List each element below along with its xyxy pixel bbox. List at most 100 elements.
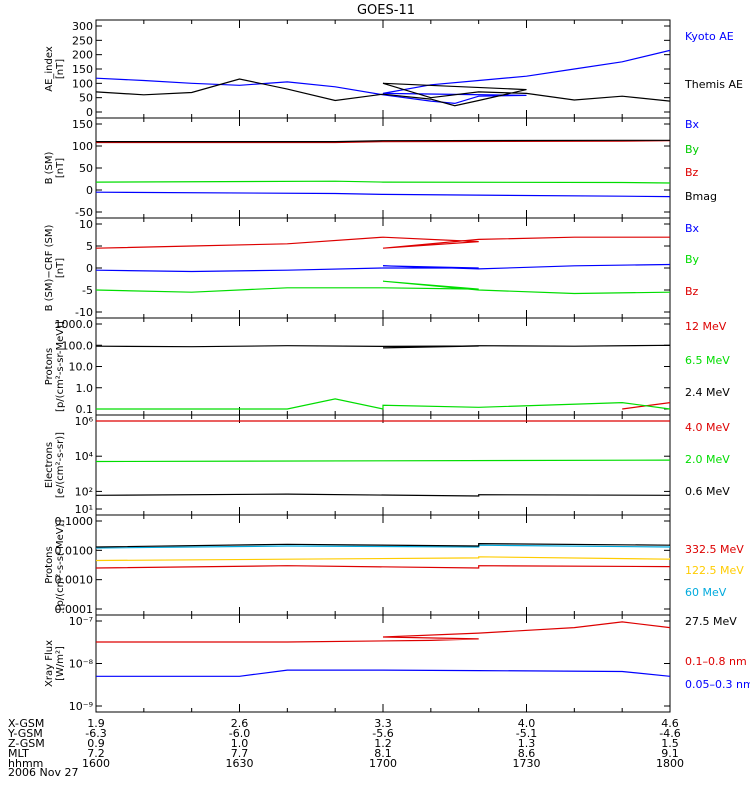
y-axis-label-unit: [nT]	[55, 158, 66, 178]
y-axis-label-line: Protons	[44, 348, 55, 385]
legend-label: 27.5 MeV	[685, 615, 737, 628]
legend-label: 122.5 MeV	[685, 564, 744, 577]
ephemeris-row-label: X-GSM	[8, 717, 44, 730]
series-line-27-5-mev	[96, 542, 670, 548]
y-tick-label: 10⁴	[75, 450, 94, 463]
series-line-bz	[96, 140, 670, 144]
panel-2: -50 0 50 100 150 B (SM)[nT] Bx By Bz Bmag	[44, 117, 717, 219]
y-tick-label: 10⁶	[75, 415, 94, 428]
panel-5: 10¹ 10² 10⁴ 10⁶ Electrons[e/(cm²-s-sr)] 4.0 M…	[44, 414, 730, 516]
y-tick-label: 1.0	[76, 382, 94, 395]
y-tick-label: 0	[86, 184, 93, 197]
y-tick-label: 10	[79, 218, 93, 231]
y-axis-label-unit: [e/(cm²-s-sr)]	[55, 432, 66, 498]
y-axis-label: Electrons[e/(cm²-s-sr)]	[44, 432, 66, 498]
y-tick-label: 10⁻⁷	[69, 615, 93, 628]
ephemeris-value: 1.3	[518, 737, 536, 750]
ephemeris-row-label: MLT	[8, 747, 29, 760]
legend-label: 0.1–0.8 nm	[685, 655, 747, 668]
y-tick-label: 100	[72, 140, 93, 153]
series-line-6-5-mev	[96, 398, 670, 410]
ephemeris-value: 7.2	[87, 747, 105, 760]
series-line-0-6-mev	[96, 493, 670, 497]
y-tick-label: 10⁻⁸	[69, 658, 94, 671]
series-line-122-5-mev	[96, 556, 670, 562]
ephemeris-value: 0.9	[87, 737, 105, 750]
series-line-bz	[96, 236, 670, 249]
panel-frame	[95, 19, 671, 119]
chart-title: GOES-11	[357, 3, 415, 18]
panel-6: 0.00010.00100.01000.1000Protons[p/(cm²-s…	[44, 514, 744, 628]
ephemeris-value: 1.9	[87, 717, 105, 730]
y-axis-label: Xray Flux[W/m²]	[44, 640, 66, 687]
y-tick-label: 250	[72, 34, 93, 47]
ephemeris-value: 1.2	[374, 737, 392, 750]
ephemeris-value: 4.6	[661, 717, 679, 730]
series-line-2-4-mev	[96, 344, 670, 349]
panel-frame	[95, 414, 671, 516]
series-line-by	[96, 180, 670, 184]
legend-label: 0.05–0.3 nm	[685, 678, 750, 691]
panel-frame	[95, 514, 671, 616]
y-tick-label: 5	[86, 240, 93, 253]
y-tick-label: 10¹	[75, 503, 93, 516]
series-line-kyoto-ae	[96, 34, 670, 105]
series-line-0-05-0-3-nm	[96, 669, 670, 677]
y-axis-label-line: B (SM)−CRF (SM)	[44, 224, 55, 311]
y-tick-label: 300	[72, 20, 93, 33]
y-tick-label: 100	[72, 77, 93, 90]
y-axis-label: B (SM)−CRF (SM)[nT]	[44, 224, 66, 311]
y-tick-label: -10	[75, 306, 93, 319]
legend-label: 4.0 MeV	[685, 421, 730, 434]
legend-label: Bx	[685, 222, 700, 235]
y-tick-label: 150	[72, 63, 93, 76]
y-tick-label: 10.0	[69, 361, 94, 374]
y-tick-label: -5	[82, 284, 93, 297]
y-tick-label: 150	[72, 118, 93, 131]
y-tick-label: -50	[75, 206, 93, 219]
ephemeris-value: 9.1	[661, 747, 679, 760]
y-tick-label: 100.0	[62, 339, 94, 352]
y-tick-label: 0.1	[76, 403, 94, 416]
ephemeris-value: -5.6	[372, 727, 393, 740]
ephemeris-value: -5.1	[516, 727, 537, 740]
legend-label: Bz	[685, 285, 699, 298]
y-axis-label-unit: [W/m²]	[55, 646, 66, 681]
legend-label: 6.5 MeV	[685, 354, 730, 367]
series-line-2-0-mev	[96, 459, 670, 463]
series-line-0-1-0-8-nm	[96, 621, 670, 643]
series-line-bx	[96, 191, 670, 198]
series-line-themis-ae	[96, 78, 670, 107]
y-axis-label-unit: [nT]	[55, 258, 66, 278]
legend-label: Themis AE	[684, 78, 743, 91]
ephemeris-row-label: hhmm	[8, 757, 43, 770]
ephemeris-value: -6.3	[85, 727, 106, 740]
ephemeris-value: 1700	[369, 757, 397, 770]
y-axis-label-line: Electrons	[44, 442, 55, 488]
ephemeris-value: 2.6	[231, 717, 249, 730]
y-tick-label: 1000.0	[55, 318, 94, 331]
legend-label: Bz	[685, 166, 699, 179]
y-tick-label: 50	[79, 162, 93, 175]
y-axis-label: Protons[p/(cm²-s-sr-MeV)]	[44, 321, 66, 412]
ephemeris-value: 8.6	[518, 747, 536, 760]
legend-label: 12 MeV	[685, 320, 727, 333]
y-axis-label-line: Protons	[44, 546, 55, 583]
series-line-332-5-mev	[96, 565, 670, 569]
legend-label: Bmag	[685, 190, 717, 203]
legend-label: Kyoto AE	[685, 30, 734, 43]
ephemeris-value: -6.0	[229, 727, 250, 740]
panel-frame	[95, 317, 671, 416]
legend-label: By	[685, 253, 700, 266]
y-tick-label: 0	[86, 262, 93, 275]
legend-label: 2.4 MeV	[685, 386, 730, 399]
y-tick-label: 10⁻⁹	[69, 700, 93, 713]
panel-4: 0.1 1.0 10.0 100.0 1000.0Protons[p/(cm²-s-sr…	[44, 317, 730, 416]
y-axis-label-unit: [p/(cm²-s-sr-MeV)]	[55, 519, 66, 610]
y-axis-label-line: B (SM)	[44, 151, 55, 184]
y-axis-label: AE_index[nT]	[44, 46, 66, 92]
